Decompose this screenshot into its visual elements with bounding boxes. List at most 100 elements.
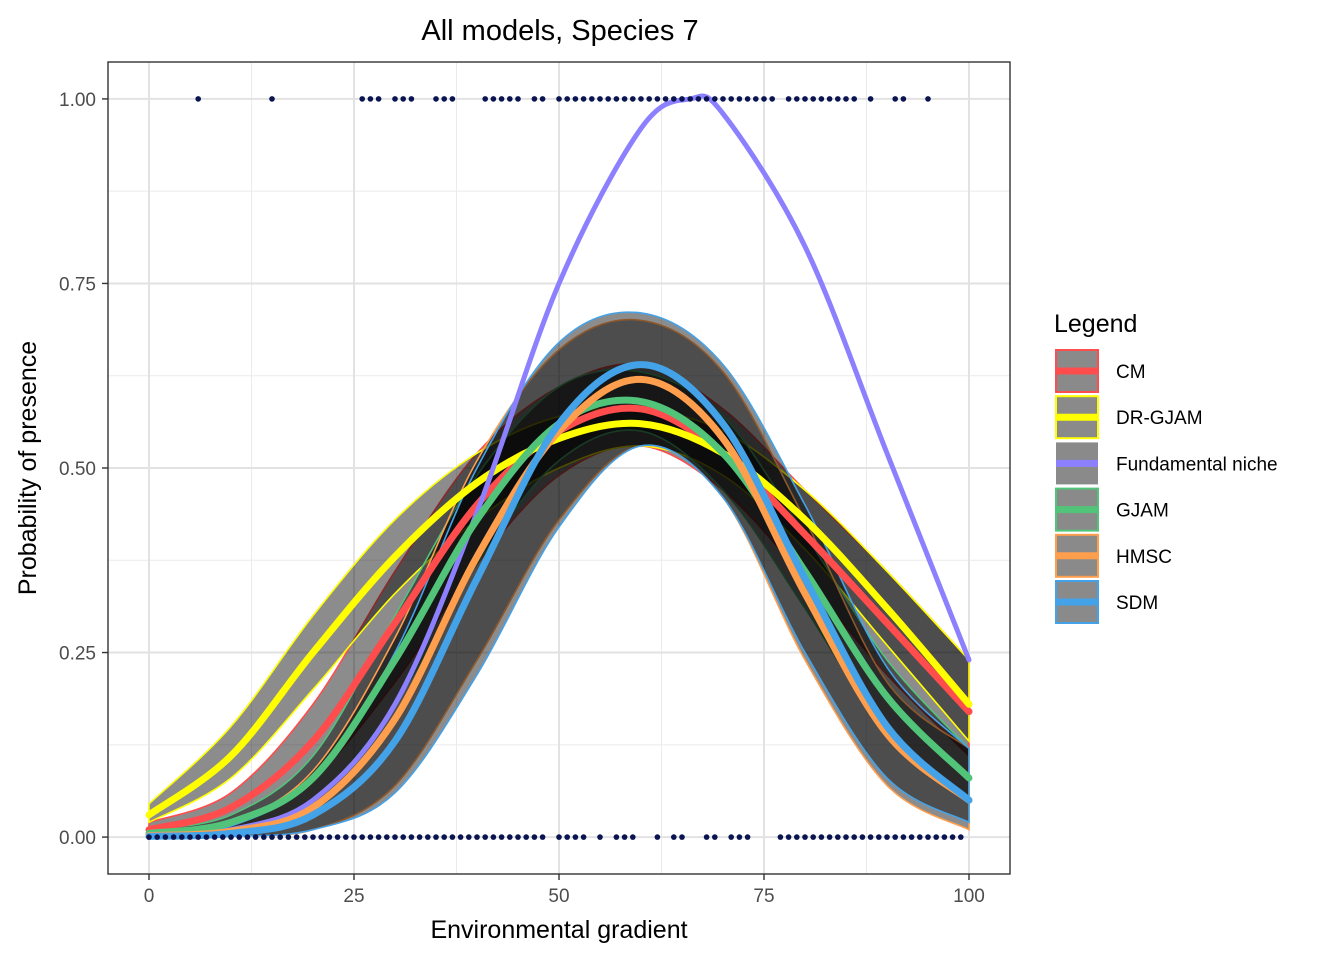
presence-point: [507, 96, 513, 102]
presence-point: [556, 96, 562, 102]
presence-point: [695, 96, 702, 102]
legend-label-hmsc: HMSC: [1116, 547, 1172, 568]
absence-point: [892, 834, 898, 840]
legend-item-hmsc: HMSC: [1055, 533, 1172, 578]
absence-point: [302, 834, 308, 840]
legend: Legend CM DR-GJAM Fundamental niche GJAM HMS…: [1054, 310, 1278, 624]
absence-point: [876, 834, 882, 840]
legend-title: Legend: [1054, 310, 1137, 338]
absence-point: [326, 834, 333, 840]
absence-point: [671, 834, 677, 840]
legend-label-dr-gjam: DR-GJAM: [1116, 408, 1203, 429]
presence-point: [720, 96, 726, 102]
presence-point: [761, 96, 767, 102]
y-axis: 0.00 0.25 0.50 0.75 1.00: [59, 90, 108, 849]
absence-point: [154, 834, 160, 840]
absence-point: [728, 834, 734, 840]
absence-point: [466, 834, 472, 840]
absence-point: [228, 834, 234, 840]
presence-point: [900, 96, 907, 102]
absence-point: [482, 834, 489, 840]
presence-point: [589, 96, 595, 102]
presence-point: [744, 96, 751, 102]
legend-label-fundamental-niche: Fundamental niche: [1116, 454, 1278, 475]
absence-point: [392, 834, 398, 840]
line-fundamental-niche: [146, 93, 972, 840]
absence-point: [416, 834, 423, 840]
absence-point: [498, 834, 505, 840]
absence-point: [384, 834, 390, 840]
presence-point: [572, 96, 579, 102]
presence-point: [367, 96, 374, 102]
absence-point: [613, 834, 620, 840]
presence-point: [646, 96, 652, 102]
absence-point: [507, 834, 513, 840]
absence-point: [531, 834, 538, 840]
presence-point: [400, 96, 407, 102]
absence-point: [744, 834, 751, 840]
absence-point: [261, 834, 267, 840]
y-axis-title: Probability of presence: [14, 341, 42, 595]
absence-point: [441, 834, 448, 840]
absence-point: [933, 834, 939, 840]
presence-point: [925, 96, 931, 102]
presence-point: [892, 96, 898, 102]
absence-point: [293, 834, 300, 840]
absence-point: [900, 834, 907, 840]
absence-point: [564, 834, 570, 840]
presence-point: [769, 96, 775, 102]
presence-point: [867, 96, 874, 102]
absence-point: [244, 834, 251, 840]
presence-point: [392, 96, 398, 102]
presence-point: [515, 96, 521, 102]
presence-point: [785, 96, 792, 102]
x-axis-title: Environmental gradient: [430, 916, 687, 944]
presence-point: [712, 96, 718, 102]
absence-point: [679, 834, 685, 840]
presence-point: [597, 96, 603, 102]
presence-point: [621, 96, 628, 102]
absence-point: [490, 834, 497, 840]
presence-point: [482, 96, 489, 102]
presence-point: [375, 96, 382, 102]
presence-point: [802, 96, 808, 102]
presence-point: [818, 96, 825, 102]
absence-point: [843, 834, 849, 840]
absence-point: [425, 834, 431, 840]
absence-point: [712, 834, 718, 840]
absence-point: [572, 834, 579, 840]
absence-point: [310, 834, 316, 840]
presence-point: [687, 96, 693, 102]
presence-point: [835, 96, 841, 102]
presence-point: [539, 96, 546, 102]
absence-point: [597, 834, 603, 840]
presence-point: [753, 96, 759, 102]
presence-point: [843, 96, 849, 102]
absence-point: [334, 834, 341, 840]
presence-point: [654, 96, 661, 102]
absence-point: [195, 834, 201, 840]
presence-point: [851, 96, 857, 102]
absence-point: [580, 834, 587, 840]
absence-point: [359, 834, 366, 840]
legend-label-sdm: SDM: [1116, 593, 1158, 614]
absence-point: [810, 834, 816, 840]
legend-label-cm: CM: [1116, 362, 1146, 383]
absence-point: [736, 834, 743, 840]
presence-point: [728, 96, 734, 102]
absence-point: [539, 834, 546, 840]
absence-point: [474, 834, 480, 840]
presence-point: [703, 96, 710, 102]
presence-point: [613, 96, 620, 102]
presence-point: [531, 96, 538, 102]
y-tick-label: 0.25: [59, 644, 96, 665]
absence-point: [556, 834, 562, 840]
absence-point: [785, 834, 792, 840]
absence-point: [211, 834, 218, 840]
presence-point: [826, 96, 833, 102]
presence-point: [359, 96, 366, 102]
line-hmsc: [145, 375, 973, 840]
presence-point: [441, 96, 448, 102]
absence-point: [220, 834, 226, 840]
